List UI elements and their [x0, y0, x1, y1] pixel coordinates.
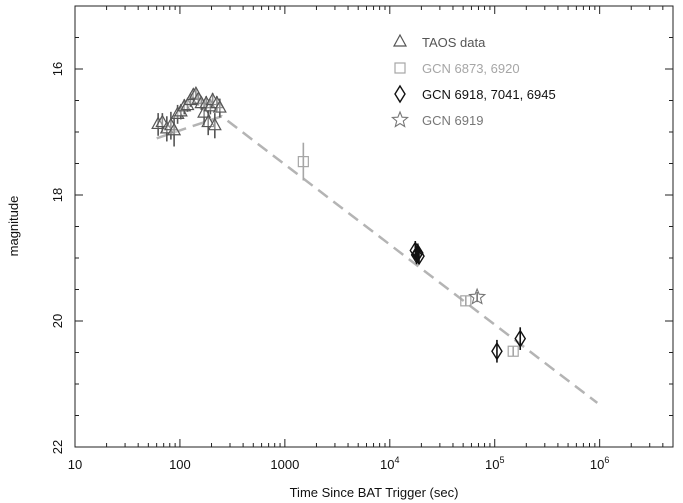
plot-frame [74, 5, 674, 448]
fit-line [156, 114, 599, 404]
legend: TAOS data GCN 6873, 6920 GCN 6918, 7041, 6… [390, 33, 556, 128]
legend-item: TAOS data [392, 33, 486, 50]
data-point-square [297, 156, 309, 168]
x-tick-exponent: 4 [395, 455, 400, 465]
data-point-triangle [201, 114, 216, 128]
axis-ticks [74, 5, 674, 448]
x-tick-exponent: 5 [499, 455, 504, 465]
x-tick-label: 104 [380, 455, 399, 472]
legend-triangle-icon [392, 33, 408, 47]
legend-item: GCN 6918, 7041, 6945 [394, 84, 556, 104]
series-triangle [151, 85, 227, 147]
x-axis-title: Time Since BAT Trigger (sec) [290, 485, 459, 500]
x-tick-exponent: 6 [604, 455, 609, 465]
x-tick-label: 1000 [270, 457, 299, 472]
data-point-square [507, 345, 519, 357]
data-point-triangle [167, 122, 182, 136]
x-tick-label: 105 [485, 455, 504, 472]
data-point-triangle [197, 104, 212, 118]
tick-labels: 10 100 1000 104 105 106 16 18 20 22 [50, 62, 609, 472]
data-point-square [460, 295, 472, 307]
y-tick-label: 18 [50, 188, 65, 202]
data-point-triangle [207, 117, 222, 131]
data-point-triangle [212, 99, 227, 113]
legend-star-icon [390, 110, 410, 128]
legend-label: TAOS data [422, 35, 486, 50]
legend-square-icon [394, 62, 406, 74]
series-star [468, 287, 487, 305]
y-tick-label: 16 [50, 62, 65, 76]
data-marks [151, 85, 527, 363]
legend-label: GCN 6873, 6920 [422, 61, 520, 76]
x-tick-label: 106 [590, 455, 609, 472]
legend-item: GCN 6919 [390, 110, 483, 128]
series-square [297, 142, 519, 357]
legend-label: GCN 6918, 7041, 6945 [422, 87, 556, 102]
data-point-diamond [491, 341, 503, 361]
y-axis-title: magnitude [6, 196, 21, 257]
data-point-diamond [514, 329, 527, 348]
dashed-fit-line [156, 114, 599, 404]
y-tick-label: 20 [50, 314, 65, 328]
y-tick-label: 22 [50, 440, 65, 454]
legend-item: GCN 6873, 6920 [394, 61, 520, 76]
data-point-diamond [413, 246, 425, 266]
series-diamond [409, 240, 527, 363]
legend-diamond-icon [394, 84, 406, 104]
data-point-star [468, 287, 487, 305]
x-tick-label: 100 [169, 457, 191, 472]
legend-label: GCN 6919 [422, 113, 483, 128]
x-tick-label: 10 [68, 457, 82, 472]
